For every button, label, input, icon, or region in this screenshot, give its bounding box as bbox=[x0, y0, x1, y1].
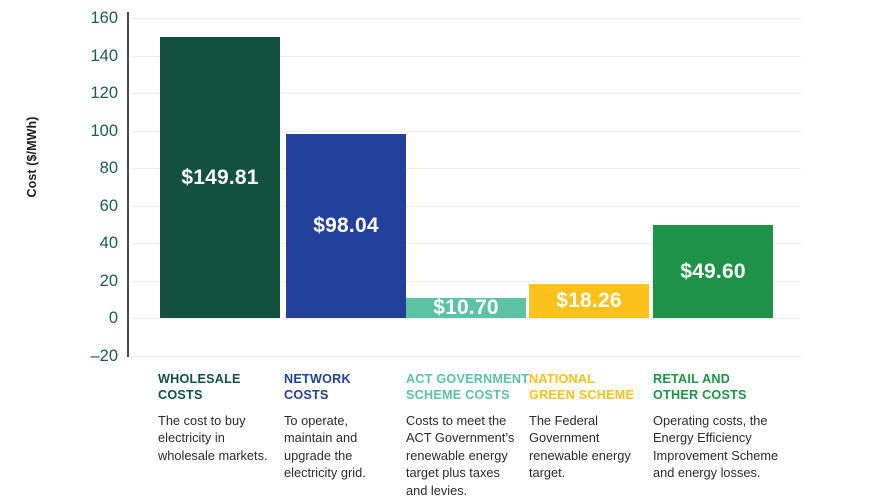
bar-wholesale-costs[interactable]: $149.81 bbox=[160, 37, 280, 318]
caption-body: Costs to meet the ACT Government’s renew… bbox=[406, 412, 515, 498]
gridline bbox=[131, 55, 801, 57]
bar-value-label: $98.04 bbox=[313, 214, 379, 238]
bar-value-label: $10.70 bbox=[433, 295, 499, 319]
gridline bbox=[131, 168, 801, 169]
y-axis-tick-label: 160 bbox=[90, 8, 118, 27]
y-axis-tick-label: 120 bbox=[90, 83, 118, 102]
gridline bbox=[131, 318, 801, 319]
gridline bbox=[131, 93, 801, 94]
bar-national-green-scheme[interactable]: $18.26 bbox=[529, 283, 649, 318]
bar-chart-plot-area: Cost ($/MWh) 160 140 120 100 80 60 40 20 0 –20 $1… bbox=[25, 0, 801, 365]
caption-wholesale-costs: WHOLESALE COSTS The cost to buy electrici… bbox=[158, 372, 280, 464]
y-axis-tick-label: 20 bbox=[99, 271, 118, 290]
caption-title: WHOLESALE COSTS bbox=[158, 372, 241, 402]
y-axis-title: Cost ($/MWh) bbox=[25, 116, 39, 198]
y-axis-tick-label: 0 bbox=[108, 308, 118, 327]
caption-title: RETAIL AND OTHER COSTS bbox=[653, 372, 747, 402]
gridline bbox=[131, 18, 801, 19]
y-axis-tick-label: 60 bbox=[99, 196, 118, 215]
caption-body: To operate, maintain and upgrade the ele… bbox=[284, 412, 366, 481]
caption-national-green-scheme: NATIONAL GREEN SCHEME The Federal Governm… bbox=[529, 372, 647, 482]
bar-act-government-scheme-costs[interactable]: $10.70 bbox=[406, 295, 526, 319]
caption-body: Operating costs, the Energy Efficiency I… bbox=[653, 412, 779, 481]
caption-title: NETWORK COSTS bbox=[284, 372, 351, 402]
bar-retail-and-other-costs[interactable]: $49.60 bbox=[653, 225, 773, 318]
y-axis-tick-label: 140 bbox=[90, 46, 118, 65]
caption-network-costs: NETWORK COSTS To operate, maintain and up… bbox=[284, 372, 402, 482]
bar-network-costs[interactable]: $98.04 bbox=[286, 134, 406, 318]
caption-title: ACT GOVERNMENT SCHEME COSTS bbox=[406, 372, 530, 402]
y-axis-tick-label: 100 bbox=[90, 121, 118, 140]
category-captions: WHOLESALE COSTS The cost to buy electrici… bbox=[0, 372, 882, 498]
caption-title: NATIONAL GREEN SCHEME bbox=[529, 372, 635, 402]
bar-value-label: $18.26 bbox=[556, 288, 622, 312]
gridline bbox=[131, 280, 801, 282]
bar-value-label: $49.60 bbox=[680, 259, 746, 283]
bar-value-label: $149.81 bbox=[181, 165, 259, 189]
y-axis-line bbox=[127, 12, 129, 357]
gridline bbox=[131, 205, 801, 207]
caption-body: The Federal Government renewable energy … bbox=[529, 412, 631, 481]
caption-act-government-scheme-costs: ACT GOVERNMENT SCHEME COSTS Costs to meet… bbox=[406, 372, 530, 498]
gridline bbox=[131, 243, 801, 244]
y-axis-tick-label: 80 bbox=[99, 158, 118, 177]
gridline bbox=[131, 355, 801, 357]
y-axis-tick-label: –20 bbox=[90, 346, 118, 365]
y-axis-tick-label: 40 bbox=[99, 233, 118, 252]
caption-retail-and-other-costs: RETAIL AND OTHER COSTS Operating costs, t… bbox=[653, 372, 803, 482]
gridline bbox=[131, 130, 801, 132]
y-axis-tick-labels: 160 140 120 100 80 60 40 20 0 –20 bbox=[62, 0, 118, 365]
caption-body: The cost to buy electricity in wholesale… bbox=[158, 412, 268, 463]
